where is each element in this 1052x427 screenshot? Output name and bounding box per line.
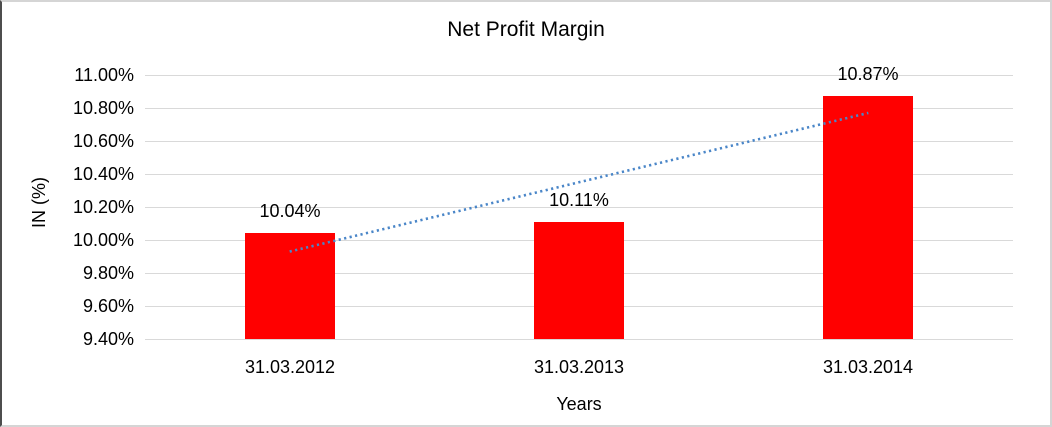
x-category-label: 31.03.2012 bbox=[244, 357, 336, 377]
y-tick-label: 10.00% bbox=[72, 230, 134, 250]
y-tick-label: 9.80% bbox=[82, 263, 134, 283]
gridline bbox=[145, 339, 1013, 340]
gridline bbox=[145, 75, 1013, 76]
gridline bbox=[145, 108, 1013, 109]
bar-value-label: 10.87% bbox=[837, 64, 899, 84]
gridline bbox=[145, 174, 1013, 175]
y-tick-label: 10.60% bbox=[72, 131, 134, 151]
chart-bar bbox=[534, 222, 624, 339]
bar-value-label: 10.04% bbox=[259, 201, 321, 221]
y-tick-label: 10.80% bbox=[72, 98, 134, 118]
gridline bbox=[145, 207, 1013, 208]
y-tick-label: 10.40% bbox=[72, 164, 134, 184]
bar-value-label: 10.11% bbox=[549, 190, 609, 210]
chart-bar bbox=[823, 96, 913, 339]
x-axis-title: Years bbox=[556, 394, 602, 414]
trendline bbox=[289, 111, 869, 253]
plot-area: 10.04% 10.11% 10.87% bbox=[145, 64, 1013, 340]
gridline bbox=[145, 141, 1013, 142]
y-tick-label: 11.00% bbox=[74, 65, 134, 85]
x-category-label: 31.03.2013 bbox=[533, 357, 625, 377]
trendline-dotted-line bbox=[289, 111, 869, 253]
chart-title: Net Profit Margin bbox=[447, 18, 605, 41]
x-category-label: 31.03.2014 bbox=[822, 357, 914, 377]
y-tick-label: 9.40% bbox=[82, 329, 134, 349]
y-tick-label: 10.20% bbox=[72, 197, 134, 217]
y-tick-label: 9.60% bbox=[82, 296, 134, 316]
